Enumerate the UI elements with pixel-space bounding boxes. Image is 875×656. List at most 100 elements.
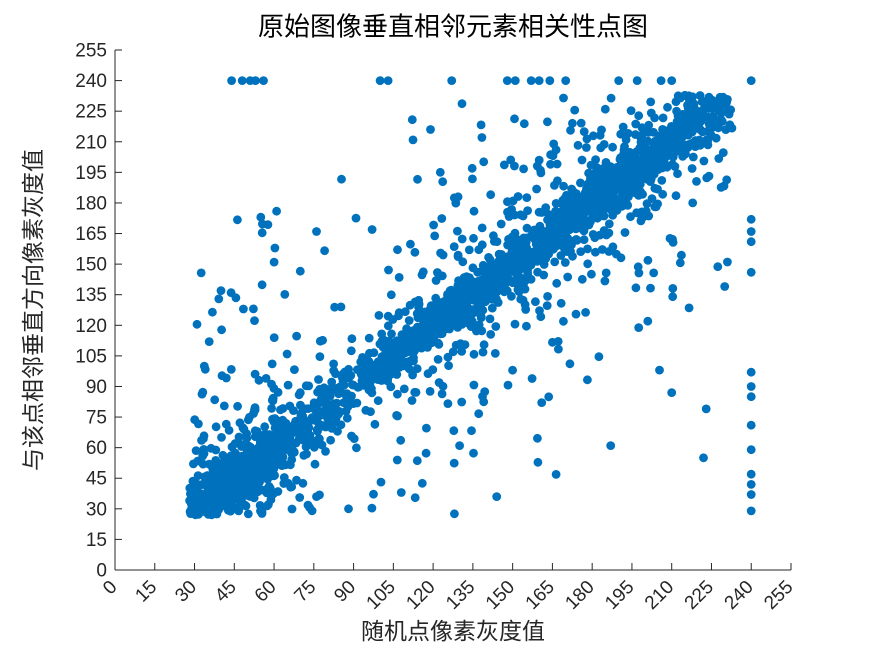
scatter-point	[278, 452, 288, 462]
scatter-point	[400, 336, 410, 345]
scatter-point	[658, 113, 668, 123]
scatter-point	[486, 190, 496, 200]
scatter-point	[485, 314, 495, 324]
scatter-point	[437, 214, 447, 223]
scatter-point	[460, 340, 470, 350]
scatter-point	[608, 142, 617, 152]
scatter-point	[386, 290, 396, 300]
scatter-point	[597, 200, 607, 210]
scatter-point	[375, 76, 385, 85]
scatter-point	[256, 212, 266, 222]
scatter-point	[453, 226, 462, 236]
scatter-point	[431, 299, 441, 309]
scatter-point	[226, 506, 236, 516]
scatter-point	[254, 485, 264, 495]
scatter-point	[608, 242, 618, 252]
scatter-point	[723, 257, 732, 267]
scatter-point	[566, 125, 575, 135]
scatter-point	[299, 451, 309, 460]
scatter-point	[192, 319, 202, 329]
scatter-point	[458, 257, 468, 267]
scatter-point	[606, 162, 616, 172]
scatter-point	[688, 92, 697, 102]
scatter-point	[444, 361, 453, 370]
scatter-point	[683, 100, 692, 110]
scatter-point	[383, 311, 393, 321]
scatter-point	[407, 115, 417, 125]
scatter-point	[746, 76, 756, 85]
scatter-point	[699, 453, 708, 463]
scatter-point	[292, 331, 301, 341]
scatter-point	[491, 322, 501, 331]
scatter-point	[278, 404, 288, 413]
scatter-point	[746, 382, 756, 391]
scatter-point	[408, 135, 418, 145]
scatter-point	[453, 289, 462, 299]
scatter-point	[347, 334, 357, 344]
scatter-point	[485, 255, 495, 265]
scatter-point	[327, 377, 337, 387]
scatter-point	[704, 171, 714, 181]
scatter-point	[514, 235, 523, 245]
scatter-point	[299, 414, 309, 424]
scatter-point	[552, 278, 562, 288]
scatter-point	[314, 375, 323, 384]
scatter-point	[559, 316, 568, 326]
scatter-point	[520, 252, 530, 261]
scatter-point	[599, 140, 609, 149]
scatter-point	[469, 206, 479, 216]
scatter-point	[550, 257, 560, 267]
scatter-point	[688, 198, 698, 208]
scatter-point	[451, 198, 461, 208]
scatter-point	[295, 493, 305, 502]
scatter-point	[477, 133, 487, 142]
y-tick-label: 15	[86, 530, 107, 551]
x-tick-label: 165	[522, 577, 559, 614]
y-tick-label: 150	[75, 255, 107, 276]
scatter-point	[522, 223, 532, 233]
scatter-point	[623, 129, 633, 138]
scatter-point	[596, 211, 605, 221]
scatter-point	[457, 320, 467, 329]
scatter-point	[392, 411, 401, 420]
scatter-point	[221, 373, 231, 383]
scatter-point	[447, 76, 457, 85]
scatter-point	[342, 413, 352, 423]
scatter-point	[473, 267, 483, 277]
scatter-point	[454, 276, 464, 286]
scatter-point	[533, 457, 543, 467]
scatter-point	[565, 359, 575, 369]
scatter-point	[670, 162, 680, 171]
scatter-point	[746, 227, 756, 236]
x-tick-label: 240	[721, 577, 758, 614]
scatter-point	[425, 387, 435, 396]
scatter-point	[218, 450, 228, 460]
scatter-point	[559, 93, 568, 103]
scatter-point	[620, 228, 630, 237]
scatter-point	[518, 295, 528, 305]
scatter-point	[430, 231, 440, 241]
scatter-point	[579, 127, 589, 136]
scatter-point	[472, 295, 482, 304]
scatter-point	[230, 469, 240, 479]
scatter-point	[631, 130, 640, 139]
scatter-point	[667, 388, 677, 397]
scatter-point	[216, 286, 226, 295]
scatter-point	[238, 460, 248, 470]
scatter-point	[714, 154, 724, 163]
scatter-point	[204, 337, 214, 346]
scatter-point	[208, 478, 218, 488]
scatter-point	[312, 492, 321, 501]
scatter-point	[336, 302, 346, 312]
scatter-point	[627, 167, 636, 177]
scatter-point	[269, 384, 279, 393]
scatter-point	[498, 271, 508, 281]
scatter-point	[676, 118, 686, 128]
y-tick-label: 165	[75, 224, 107, 245]
scatter-point	[449, 458, 459, 468]
scatter-point	[409, 347, 418, 357]
scatter-point	[504, 260, 514, 269]
scatter-point	[658, 189, 668, 199]
scatter-point	[600, 104, 610, 114]
x-axis-label: 随机点像素灰度值	[361, 618, 545, 644]
